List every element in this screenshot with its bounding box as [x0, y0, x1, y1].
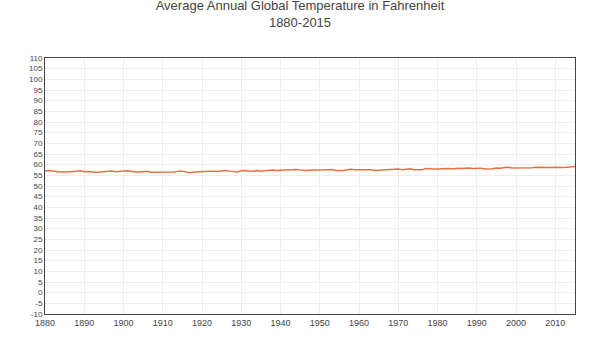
svg-text:1980: 1980 [428, 318, 448, 328]
svg-text:2010: 2010 [545, 318, 565, 328]
svg-text:65: 65 [33, 150, 42, 159]
svg-text:60: 60 [33, 160, 42, 169]
svg-text:75: 75 [33, 128, 42, 137]
svg-text:1910: 1910 [153, 318, 173, 328]
svg-text:1890: 1890 [74, 318, 94, 328]
svg-text:70: 70 [33, 139, 42, 148]
svg-text:55: 55 [33, 171, 42, 180]
svg-text:1970: 1970 [388, 318, 408, 328]
svg-text:30: 30 [33, 224, 42, 233]
svg-text:1990: 1990 [467, 318, 487, 328]
svg-text:1940: 1940 [271, 318, 291, 328]
svg-text:-10: -10 [31, 310, 43, 319]
svg-text:110: 110 [30, 54, 43, 63]
svg-text:Average Annual Global Temperat: Average Annual Global Temperature in Fah… [156, 0, 445, 30]
svg-text:85: 85 [33, 107, 42, 116]
svg-text:1930: 1930 [231, 318, 251, 328]
svg-text:45: 45 [33, 192, 42, 201]
svg-text:90: 90 [33, 96, 42, 105]
svg-text:1920: 1920 [192, 318, 212, 328]
svg-text:95: 95 [33, 86, 42, 95]
svg-text:50: 50 [33, 182, 42, 191]
svg-text:80: 80 [33, 118, 42, 127]
svg-text:20: 20 [33, 246, 42, 255]
svg-text:1950: 1950 [310, 318, 330, 328]
svg-text:100: 100 [29, 75, 43, 84]
svg-text:15: 15 [33, 256, 42, 265]
svg-text:1900: 1900 [114, 318, 134, 328]
svg-text:2000: 2000 [506, 318, 526, 328]
svg-text:0: 0 [38, 288, 43, 297]
svg-text:105: 105 [29, 64, 43, 73]
svg-text:1960: 1960 [349, 318, 369, 328]
svg-text:-5: -5 [35, 299, 43, 308]
svg-text:10: 10 [33, 267, 42, 276]
svg-text:25: 25 [33, 235, 42, 244]
svg-text:40: 40 [33, 203, 42, 212]
svg-text:35: 35 [33, 214, 42, 223]
svg-text:1880: 1880 [35, 318, 55, 328]
svg-text:5: 5 [38, 278, 43, 287]
